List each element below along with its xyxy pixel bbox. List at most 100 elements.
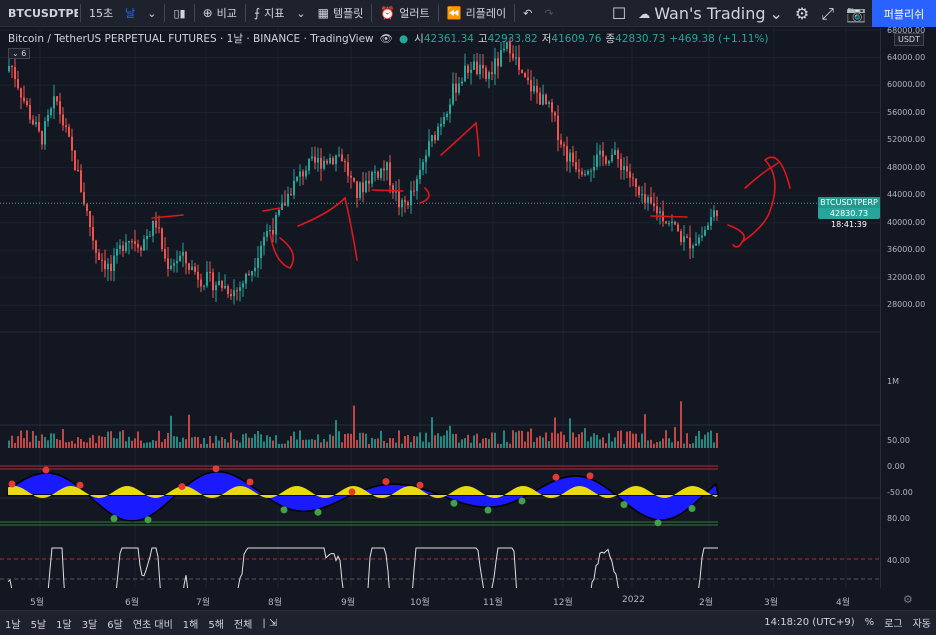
compare-button[interactable]: ⊕ 비교 [197,0,243,27]
range-button[interactable]: 3달 [81,619,98,631]
chart-type-button[interactable]: ▯▮ [167,0,191,27]
candle [371,172,373,184]
candle [59,101,61,115]
alerts-label: 얼러트 [399,7,430,20]
volume-bar [548,441,550,448]
candle [248,273,250,276]
templates-button[interactable]: ▦ 템플릿 [312,0,370,27]
goto-date-icon[interactable]: | ⇲ [262,617,278,629]
candle [422,162,424,170]
volume-bar [533,441,535,448]
candle [191,266,193,270]
candle [575,161,577,170]
candle [71,136,73,151]
publish-button[interactable]: 퍼블리쉬 [872,0,936,27]
osc-dot [76,481,84,489]
candles [0,38,818,305]
chevron-down-icon: ⌄ [296,6,306,20]
candle [230,294,232,297]
currency-badge[interactable]: USDT [894,33,924,46]
candle [11,65,13,68]
volume-bar [248,437,250,448]
candle [470,69,472,73]
log-toggle[interactable]: 로그 [884,619,903,630]
range-button[interactable]: 전체 [233,619,253,631]
range-button[interactable]: 1달 [56,619,72,631]
volume-bar [485,438,487,448]
candle [257,258,259,268]
volume-bar [368,443,370,448]
candle [581,171,583,175]
range-button[interactable]: 5해 [208,619,224,631]
indicators-dropdown[interactable]: ⌄ [290,0,311,27]
candle [296,176,298,181]
candle [506,42,508,49]
alerts-button[interactable]: ⏰ 얼러트 [374,0,435,27]
volume-bar [458,442,460,448]
volume-bar [104,437,106,448]
volume-bar [665,430,667,448]
chart-canvas[interactable] [0,28,880,588]
fullscreen-button[interactable]: ⤢ [815,0,840,27]
snapshot-button[interactable]: 📷 [840,0,872,27]
range-button[interactable]: 1해 [182,619,199,631]
volume-bar [539,435,541,448]
time-axis-settings-icon[interactable]: ⚙ [903,593,913,606]
interval-day[interactable]: 날 [125,7,136,20]
volume-bar [518,430,520,448]
volume-bar [290,436,292,448]
candle [143,239,145,251]
candle [620,159,622,170]
volume-bar [113,437,115,448]
candle [674,221,676,225]
price-axis[interactable]: 68000.00 64000.00 60000.00 56000.00 52000.00… [880,26,936,588]
volume-bar [716,432,718,448]
layout-name-button[interactable]: ☁ Wan's Trading ⌄ [632,0,789,27]
divider [371,4,373,22]
redo-button[interactable]: ↷ [538,0,559,27]
time-axis-label: 12월 [553,598,573,608]
percent-toggle[interactable]: % [864,617,875,628]
candle [20,88,22,98]
volume-bar [221,437,223,448]
range-button[interactable]: 6달 [107,619,123,631]
volume-bars [8,401,718,448]
clock[interactable]: 14:18:20 (UTC+9) [764,617,855,628]
settings-button[interactable]: ⚙ [789,0,815,27]
time-axis[interactable]: 5월 6월 7월 8월 9월 10월 11월 12월 2022 2월 3월 4월 [0,588,880,610]
indicators-button[interactable]: ⨍ 지표 [248,0,291,27]
range-button[interactable]: 1날 [5,619,21,631]
interval-15s[interactable]: 15초 [89,7,114,20]
range-button[interactable]: 연초 대비 [132,619,173,631]
legend-visibility-icon[interactable]: 👁 [379,33,393,45]
fullscreen-layout-button[interactable]: ☐ [606,0,632,27]
volume-bar [620,430,622,448]
candle [164,249,166,259]
candle [311,156,313,159]
volume-bar [419,432,421,448]
symbol-search[interactable]: BTCUSDTPERP [8,6,78,20]
auto-toggle[interactable]: 자동 [912,619,931,630]
volume-bar [206,443,208,448]
candle [671,221,673,224]
volume-bar [68,441,70,448]
indicator-count-badge[interactable]: ⌄ 6 [8,48,31,59]
candle [179,255,181,261]
time-axis-label: 6월 [125,598,140,608]
candle [41,131,43,145]
volume-bar [92,435,94,448]
undo-button[interactable]: ↶ [517,0,538,27]
volume-bar [671,442,673,448]
replay-button[interactable]: ⏪ 리플레이 [441,0,512,27]
candle [641,194,643,196]
price-axis-label: 52000.00 [887,135,926,145]
volume-bar [488,439,490,448]
candle [104,260,106,270]
volume-bar [677,441,679,448]
volume-bar [572,432,574,448]
candle [95,240,97,253]
candle [566,146,568,162]
interval-dropdown[interactable]: ⌄ [141,0,162,27]
range-button[interactable]: 5날 [30,619,47,631]
volume-bar [578,434,580,448]
